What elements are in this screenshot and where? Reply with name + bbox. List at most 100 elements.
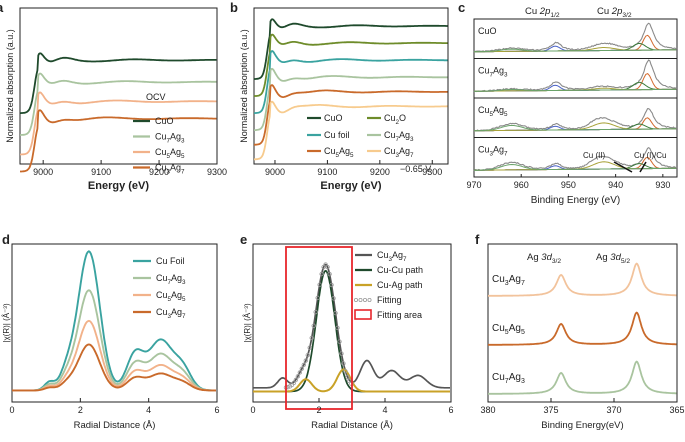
series-line-Cu5Ag5 [488,311,677,346]
x-tick-label: 9300 [207,167,227,177]
x-tick-label: 4 [146,405,151,415]
fitting-point [293,377,299,383]
x-tick-label: 9300 [422,167,442,177]
fitting-point [319,271,324,277]
x-axis-label: Binding Energy(eV) [541,420,623,431]
x-tick-label: 6 [448,405,453,415]
x-tick-label: 940 [608,180,623,190]
x-tick-label: 2 [316,405,321,415]
series-line-CuO [254,18,448,80]
axes-frame-f [487,243,678,403]
fitting-point [309,335,314,341]
fitting-point [311,323,316,328]
x-tick-label: 9100 [317,167,337,177]
xps-fit-component [474,48,677,53]
fitting-point [343,368,348,374]
legend-label: Cu7Ag3 [156,273,186,286]
peak-label-cu2p12: Cu 2p1/2 [525,6,560,19]
legend-swatch [362,297,367,302]
x-axis-label: Energy (eV) [88,180,149,192]
x-tick-label: 0 [9,405,14,415]
series-line-Cu5Ag5 [20,91,217,156]
fitting-point [331,296,336,301]
panel-a: a 9000 9100 9200 9300 Energy (eV) Normalized a… [0,0,227,192]
fitting-area-box [285,246,353,410]
series-line-Cu foil [254,49,448,114]
axes-frame-a [19,7,218,165]
fitting-point [329,282,334,288]
x-axis-label: Radial Distance (Å) [74,420,156,431]
peak-label-cu2: Cu (II) [583,151,606,160]
series-line-Cu Foil [12,250,216,392]
series-line-Cu7Ag3 [12,289,216,392]
x-tick-label: 9200 [149,167,169,177]
xps-subplot-frame [473,137,678,178]
panel-letter-c: c [458,0,465,15]
series-line-Cu7Ag3 [488,360,677,395]
fitting-point [325,264,330,270]
x-tick-label: 9000 [265,167,285,177]
sample-label: Cu3Ag7 [492,274,525,287]
series-line-CuO [20,52,217,114]
fitting-point [301,362,307,368]
legend-label: Cu7Ag3 [155,132,185,145]
xps-raw-data [473,22,678,53]
fitting-point [339,351,344,356]
axes-frame-b [253,7,449,165]
fitting-point [315,295,320,301]
series-line-Cu2O [253,33,448,97]
x-axis-label: Radial Distance (Å) [311,420,393,431]
legend-label: CuO [324,113,343,123]
legend-label: Cu3Ag7 [377,250,407,263]
sample-label: Cu7Ag3 [492,372,525,385]
xps-raw-data [473,59,678,93]
fitting-point [295,374,301,379]
panel-d: d 0 2 4 6 Radial Distance (Å) |χ(R)| (Å⁻³) Cu F… [2,232,220,431]
x-tick-label: 375 [543,405,558,415]
y-axis-label: |χ(R)| (Å⁻³) [243,303,252,343]
x-tick-label: 2 [78,405,83,415]
legend-label: Cu2O [384,113,406,126]
legend-label: Cu3Ag7 [156,307,186,320]
x-tick-label: 4 [382,405,387,415]
x-axis-label: Energy (eV) [320,180,381,192]
legend-swatch [353,297,358,302]
axes-frame-d [11,243,218,403]
fitting-point [307,345,312,350]
legend-label: Fitting [377,295,402,305]
xps-raw-data [473,108,678,132]
panel-letter-e: e [240,232,247,247]
series-line-Cu7Ag3 [20,72,217,136]
x-tick-label: 960 [514,180,529,190]
fitting-point [305,352,310,358]
panel-letter-d: d [2,232,10,247]
sample-label: Cu5Ag5 [492,323,525,336]
y-axis-label: Normalized absorption (a.u.) [239,29,249,143]
legend-label: Fitting area [377,310,422,320]
y-axis-label: |χ(R)| (Å⁻³) [2,303,11,343]
fitting-point [299,366,305,371]
series-line-Cu5Ag5 [254,84,448,146]
fitting-point [345,374,350,380]
peak-label-cu2p32: Cu 2p3/2 [597,6,632,19]
sample-label: CuO [478,26,497,36]
x-tick-label: 950 [561,180,576,190]
legend-label: Cu-Cu path [377,265,423,275]
sample-label: Cu3Ag7 [478,145,508,158]
series-line-Cu3Ag7 [12,343,216,392]
panel-letter-b: b [230,0,238,15]
series-line-Cu3Ag7 [20,109,217,173]
panel-letter-f: f [475,232,480,247]
legend-swatch [354,309,372,320]
panel-c: c CuO Cu7Ag3 Cu5Ag5 Cu3Ag7 Cu 2p1/2 Cu 2p3/2 Cu… [458,0,678,206]
peak-label-cu1: Cu (I)/Cu [634,151,666,160]
fitting-point [297,370,303,375]
fitting-point [317,282,322,287]
x-tick-label: 9000 [33,167,53,177]
panel-e: e 0 2 4 6 Radial Distance (Å) |χ(R)| (Å⁻³) Cu3A… [240,232,454,431]
sample-label: Cu7Ag3 [478,66,508,79]
fitting-point [313,309,318,315]
series-line-Cu7Ag3 [254,67,448,131]
panel-letter-a: a [0,0,4,15]
legend-label: Cu-Ag path [377,280,423,290]
